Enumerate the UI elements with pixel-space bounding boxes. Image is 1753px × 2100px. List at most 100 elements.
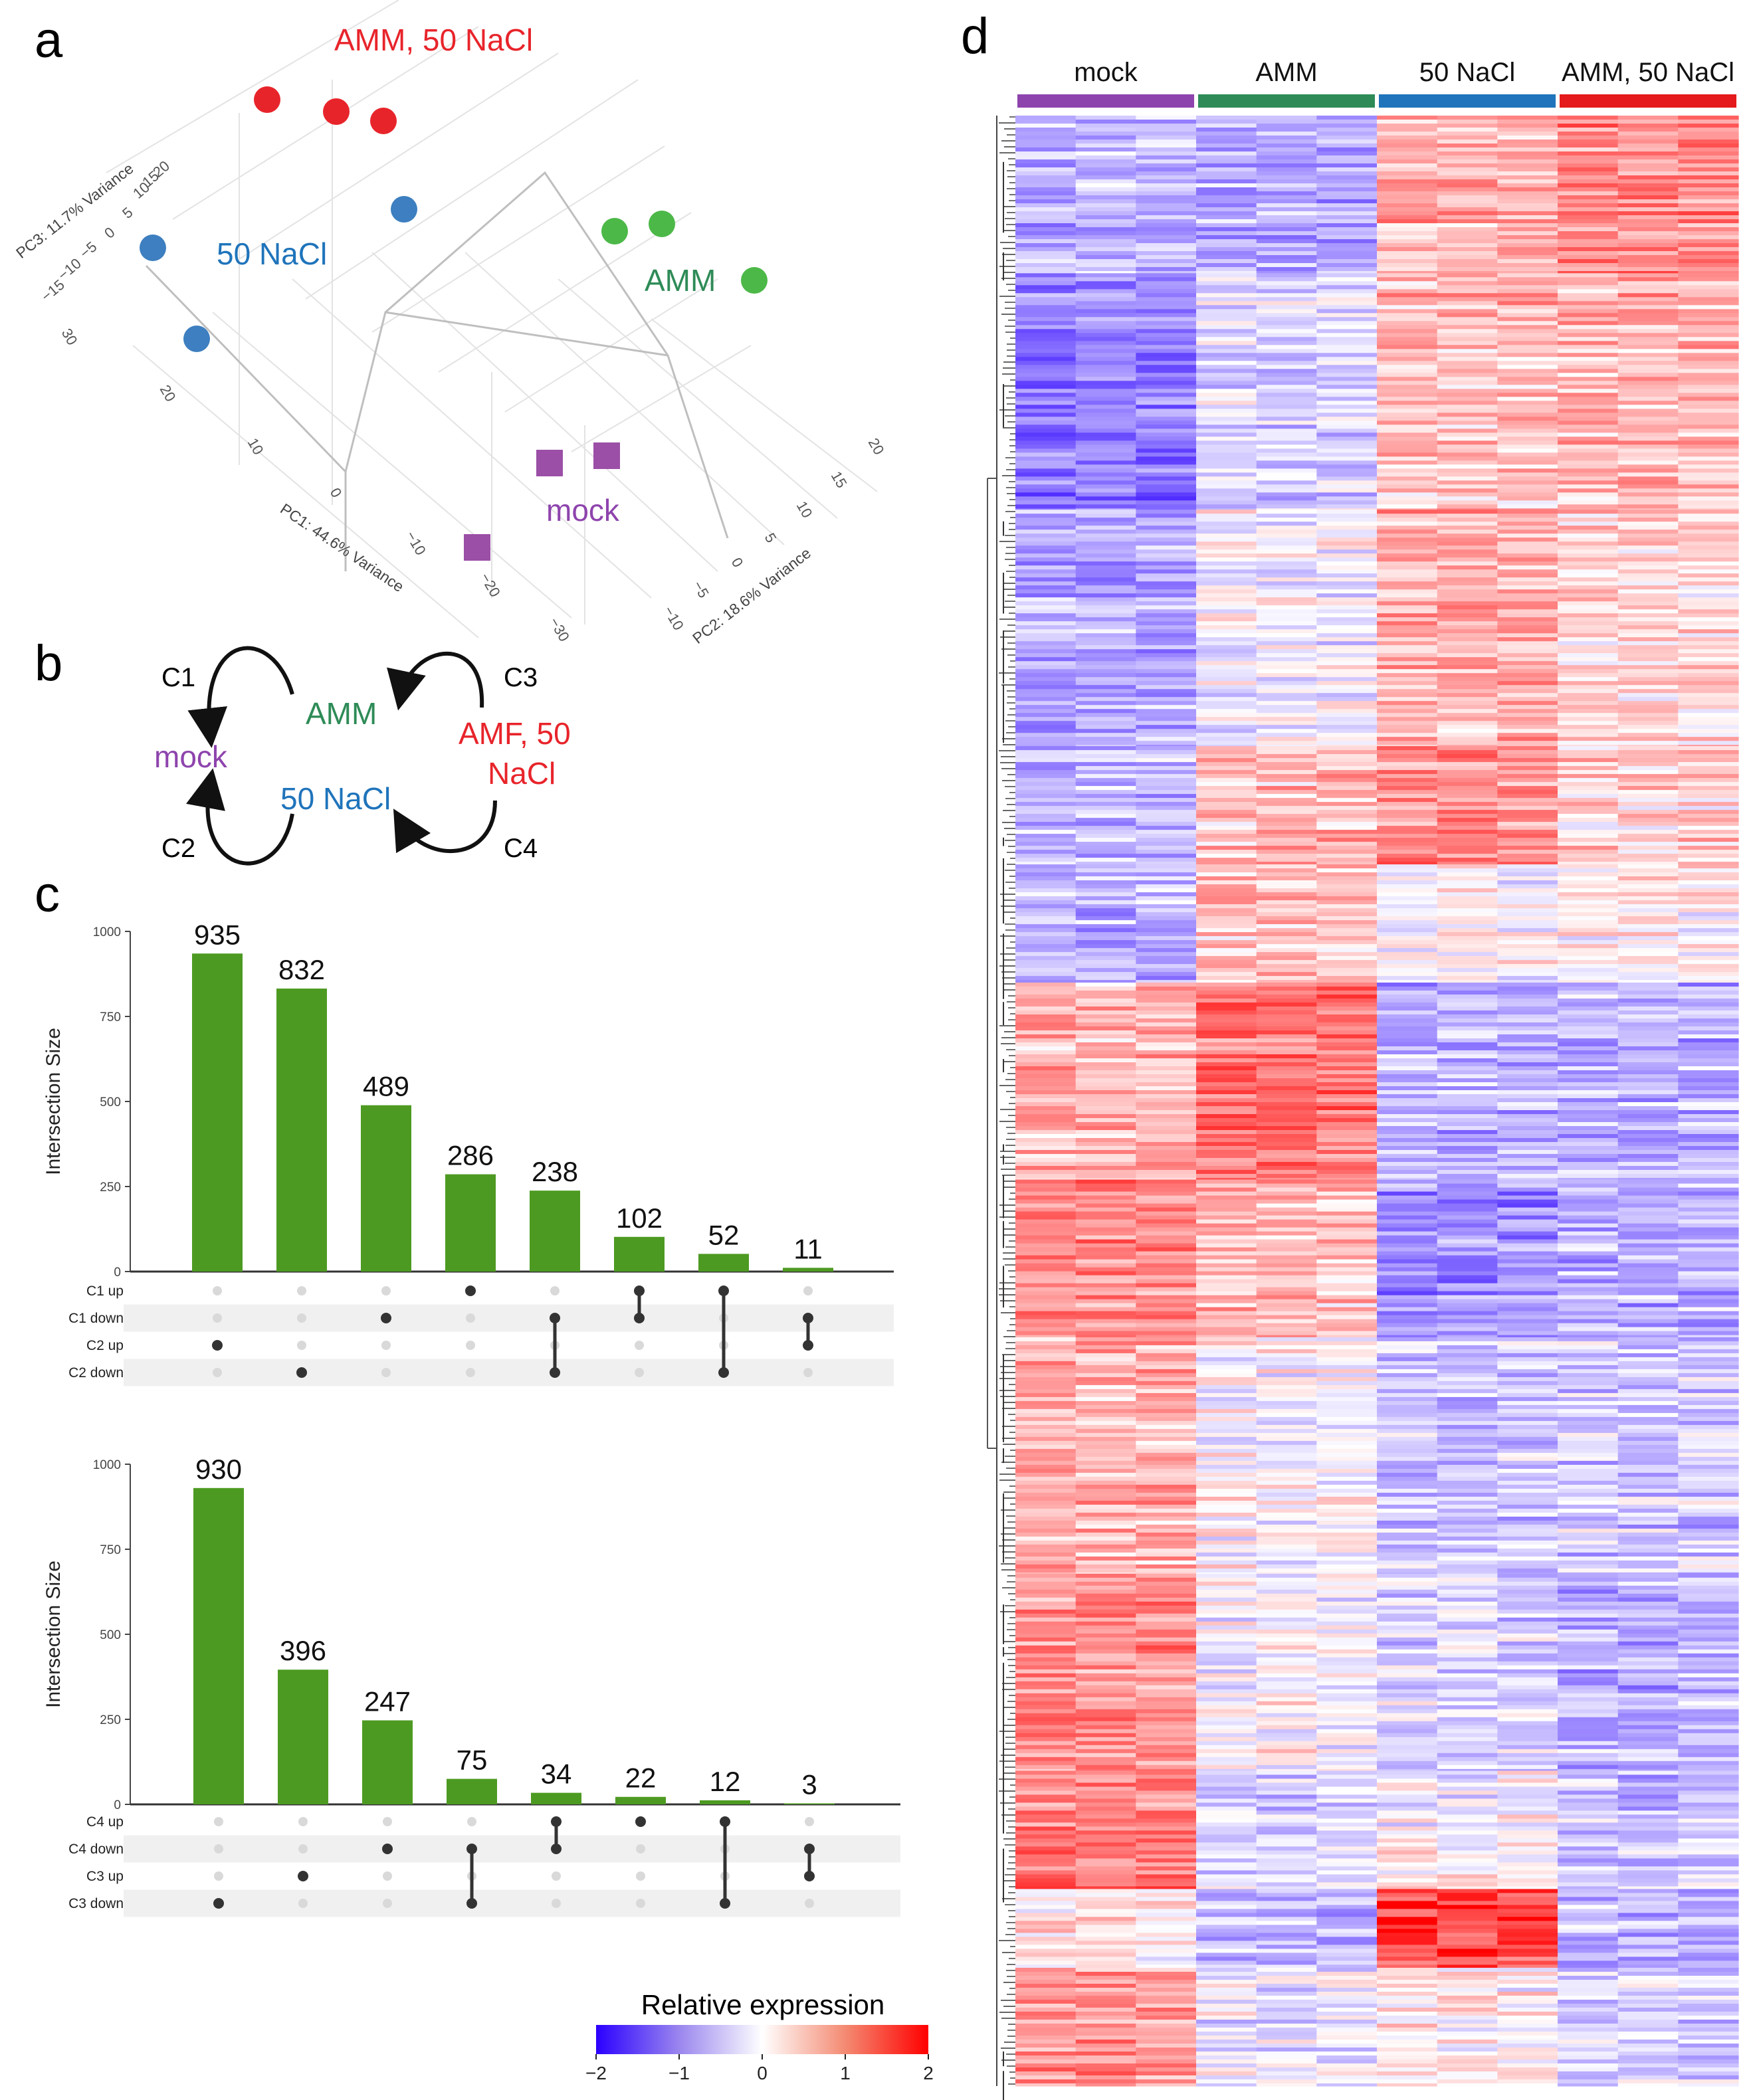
heatmap-cell: [1437, 577, 1498, 582]
heatmap-cell: [1015, 834, 1077, 838]
bar: [278, 1670, 328, 1804]
heatmap-cell: [1256, 713, 1317, 717]
heatmap-cell: [1678, 1026, 1739, 1031]
heatmap-cell: [1497, 397, 1558, 401]
heatmap-cell: [1558, 794, 1619, 799]
heatmap-cell: [1136, 1287, 1197, 1292]
heatmap-cell: [1678, 1472, 1739, 1478]
heatmap-cell: [1256, 991, 1317, 995]
heatmap-cell: [1015, 175, 1077, 180]
heatmap-cell: [1497, 617, 1558, 622]
heatmap-cell: [1558, 581, 1619, 586]
heatmap-cell: [1437, 271, 1498, 274]
heatmap-cell: [1196, 219, 1257, 224]
heatmap-cell: [1437, 1496, 1498, 1501]
heatmap-cell: [1136, 215, 1197, 220]
heatmap-cell: [1558, 940, 1619, 945]
heatmap-cell: [1617, 1681, 1679, 1686]
heatmap-cell: [1136, 456, 1197, 461]
heatmap-cell: [1558, 721, 1619, 725]
heatmap-cell: [1256, 1416, 1317, 1422]
heatmap-cell: [1316, 529, 1378, 534]
heatmap-cell: [1075, 1022, 1136, 1027]
heatmap-cell: [1497, 1597, 1558, 1602]
heatmap-cell: [1497, 1488, 1558, 1493]
heatmap-cell: [1196, 605, 1257, 610]
heatmap-cell: [1075, 1589, 1136, 1594]
matrix-dot-inactive: [298, 1817, 308, 1826]
heatmap-cell: [1256, 794, 1317, 799]
heatmap-cell: [1015, 565, 1077, 570]
heatmap-cell: [1136, 1110, 1197, 1115]
heatmap-cell: [1558, 1540, 1619, 1545]
heatmap-cell: [1437, 920, 1498, 925]
heatmap-cell: [1015, 549, 1077, 554]
heatmap-cell: [1617, 1685, 1679, 1690]
heatmap-cell: [1196, 798, 1257, 803]
heatmap-cell: [1136, 1581, 1197, 1586]
heatmap-cell: [1196, 1211, 1257, 1216]
heatmap-cell: [1015, 693, 1077, 698]
heatmap-cell: [1136, 1448, 1197, 1454]
heatmap-cell: [1678, 207, 1739, 212]
heatmap-cell: [1316, 770, 1378, 775]
heatmap-cell: [1617, 1400, 1679, 1406]
heatmap-cell: [1437, 514, 1498, 518]
heatmap-cell: [1075, 1130, 1136, 1135]
heatmap-cell: [1558, 1287, 1619, 1292]
heatmap-cell: [1437, 1560, 1498, 1565]
heatmap-cell: [1377, 492, 1438, 497]
heatmap-cell: [1377, 1365, 1438, 1370]
heatmap-cell: [1617, 1536, 1679, 1541]
heatmap-cell: [1136, 321, 1197, 326]
heatmap-cell: [1196, 1556, 1257, 1561]
heatmap-cell: [1075, 136, 1136, 140]
heatmap-cell: [1497, 854, 1558, 858]
heatmap-cell: [1316, 1211, 1378, 1216]
heatmap-cell: [1558, 1251, 1619, 1256]
heatmap-cell: [1316, 1412, 1378, 1418]
heatmap-cell: [1075, 884, 1136, 889]
heatmap-cell: [1558, 1199, 1619, 1204]
heatmap-cell: [1015, 537, 1077, 542]
heatmap-cell: [1075, 448, 1136, 453]
heatmap-cell: [1377, 1540, 1438, 1545]
heatmap-cell: [1015, 999, 1077, 1003]
heatmap-cell: [1497, 625, 1558, 630]
heatmap-cell: [1617, 1038, 1679, 1043]
heatmap-cell: [1075, 968, 1136, 973]
heatmap-cell: [1196, 999, 1257, 1003]
heatmap-cell: [1437, 1593, 1498, 1598]
heatmap-cell: [1136, 369, 1197, 373]
heatmap-cell: [1617, 904, 1679, 909]
scheme-node-mock: mock: [154, 739, 228, 774]
heatmap-cell: [1136, 1536, 1197, 1541]
bar-value-label: 34: [541, 1759, 572, 1790]
heatmap-cell: [1015, 492, 1077, 497]
heatmap-cell: [1015, 838, 1077, 842]
heatmap-cell: [1617, 1062, 1679, 1067]
heatmap-cell: [1558, 681, 1619, 686]
heatmap-cell: [1316, 365, 1378, 369]
heatmap-cell: [1497, 770, 1558, 775]
heatmap-cell: [1678, 456, 1739, 461]
scheme-edge-c4: C4: [504, 834, 538, 863]
heatmap-cell: [1316, 333, 1378, 337]
heatmap-cell: [1015, 522, 1077, 526]
heatmap-cell: [1617, 786, 1679, 791]
heatmap-cell: [1075, 1416, 1136, 1422]
y-tick-label: 250: [100, 1713, 121, 1727]
heatmap-cell: [1678, 167, 1739, 172]
heatmap-cell: [1377, 508, 1438, 510]
heatmap-cell: [1256, 892, 1317, 897]
heatmap-cell: [1196, 1645, 1257, 1650]
heatmap-cell: [1497, 271, 1558, 274]
heatmap-cell: [1196, 1516, 1257, 1521]
heatmap-cell: [1075, 1179, 1136, 1185]
heatmap-cell: [1015, 1516, 1077, 1521]
heatmap-cell: [1015, 573, 1077, 578]
heatmap-cell: [1377, 1512, 1438, 1517]
heatmap-cell: [1075, 385, 1136, 389]
heatmap-cell: [1497, 1174, 1558, 1179]
heatmap-cell: [1678, 1345, 1739, 1350]
